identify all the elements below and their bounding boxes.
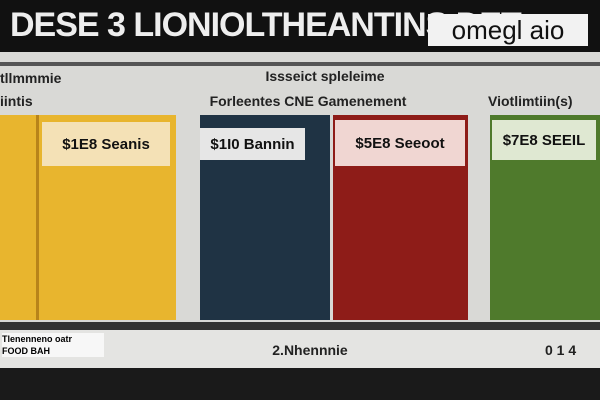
- left-subheading: iintis: [0, 93, 33, 109]
- left-heading: tllmmmie: [0, 70, 62, 86]
- panel-label: $7E8 SEEIL: [492, 120, 596, 160]
- panel-edge: [36, 115, 39, 320]
- footer-note-line: FOOD BAH: [2, 346, 50, 356]
- center-subheading: Forleentes CNE Gamenement: [209, 93, 407, 109]
- divider: [0, 62, 600, 66]
- section-title: Issseict spleleime: [265, 68, 385, 84]
- right-subheading: Viotlimtiin(s): [488, 93, 573, 109]
- footer-note-line: Tlenenneno oatr: [2, 334, 73, 344]
- panel-label: $5E8 Seeoot: [335, 120, 465, 166]
- footer-note: Tlenenneno oatr FOOD BAH: [2, 333, 104, 357]
- bottom-strip: [0, 368, 600, 400]
- divider: [0, 322, 600, 330]
- footer-center: 2.Nhennnie: [272, 342, 348, 358]
- footer-right: 0 1 4: [545, 342, 577, 358]
- panel-label: $1E8 Seanis: [42, 122, 170, 166]
- panel-label: $1I0 Bannin: [200, 128, 305, 160]
- header-badge: omegl aio: [428, 14, 588, 46]
